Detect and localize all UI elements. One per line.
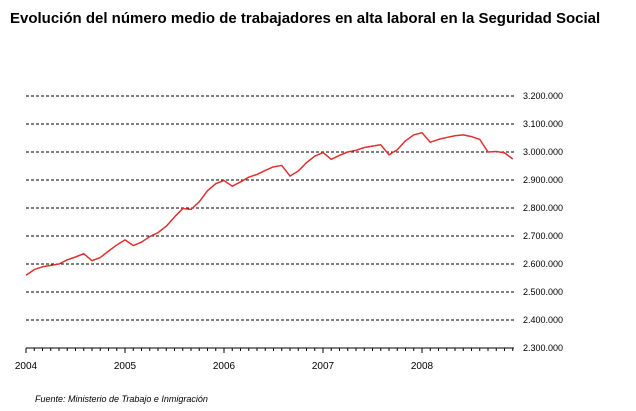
y-tick-label: 2.400.000: [523, 315, 563, 325]
x-tick-label: 2007: [312, 361, 335, 372]
x-tick-label: 2004: [15, 361, 38, 372]
y-tick-label: 2.800.000: [523, 203, 563, 213]
gridlines: [26, 95, 514, 321]
series-line: [25, 131, 514, 276]
source-note: Fuente: Ministerio de Trabajo e Inmigrac…: [35, 394, 208, 404]
y-tick-label: 3.200.000: [523, 91, 563, 101]
x-tick-label: 2006: [213, 361, 236, 372]
y-tick-label: 2.500.000: [523, 287, 563, 297]
x-tick-label: 2005: [114, 361, 137, 372]
x-axis-ticks: 2004 2005 2006 2007 2008: [15, 348, 514, 372]
y-tick-label: 2.700.000: [523, 231, 563, 241]
x-tick-label: 2008: [411, 361, 434, 372]
chart-title: Evolución del número medio de trabajador…: [10, 10, 601, 27]
y-tick-label: 3.100.000: [523, 119, 563, 129]
y-tick-label: 2.900.000: [523, 175, 563, 185]
y-tick-label: 2.300.000: [523, 343, 563, 353]
y-tick-label: 2.600.000: [523, 259, 563, 269]
y-tick-label: 3.000.000: [523, 147, 563, 157]
series: [25, 131, 514, 276]
y-axis-ticks: 3.200.000 3.100.000 3.000.000 2.900.000 2.80…: [523, 91, 563, 353]
